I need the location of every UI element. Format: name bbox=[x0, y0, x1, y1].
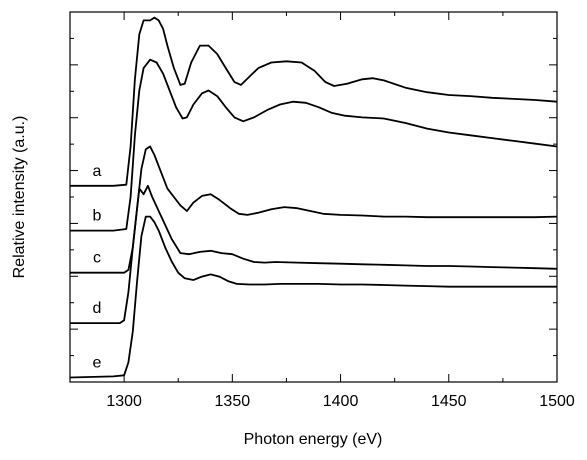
x-tick-label: 1500 bbox=[539, 393, 575, 410]
series-line-d bbox=[70, 184, 558, 324]
series-layer bbox=[69, 16, 558, 379]
x-tick-label: 1350 bbox=[215, 393, 251, 410]
x-axis-title: Photon energy (eV) bbox=[244, 431, 383, 448]
curve-labels-layer: a b c d e bbox=[93, 163, 102, 372]
x-tick-label: 1300 bbox=[106, 393, 142, 410]
curve-label-c: c bbox=[93, 250, 101, 267]
series-line-e bbox=[69, 215, 557, 379]
x-tick-label: 1400 bbox=[323, 393, 359, 410]
x-tick-label: 1450 bbox=[431, 393, 467, 410]
curve-label-a: a bbox=[93, 163, 102, 180]
series-line-c bbox=[70, 145, 558, 274]
curve-label-b: b bbox=[93, 208, 102, 225]
curve-label-e: e bbox=[93, 355, 102, 372]
ticks-layer: 1300 1350 1400 1450 1500 bbox=[69, 11, 575, 410]
series-line-b bbox=[70, 58, 558, 232]
y-axis-title: Relative intensity (a.u.) bbox=[11, 116, 28, 279]
series-line-a bbox=[70, 16, 558, 187]
curve-label-d: d bbox=[93, 300, 102, 317]
